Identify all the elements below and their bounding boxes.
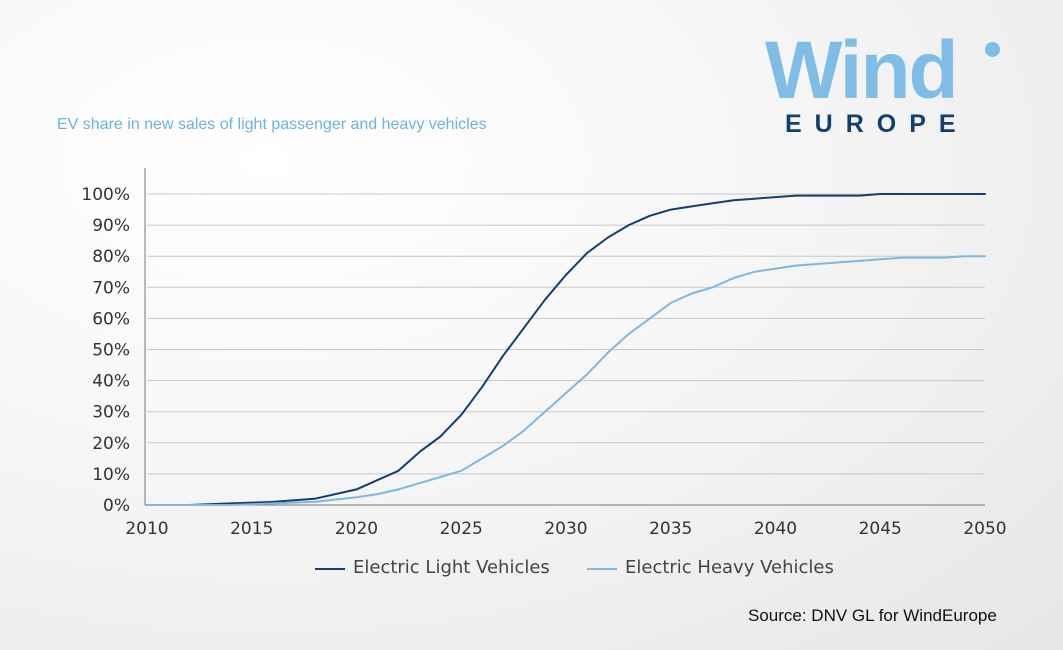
source-note: Source: DNV GL for WindEurope — [748, 606, 997, 625]
logo-wordmark: Wind — [765, 25, 959, 116]
x-tick-label: 2025 — [440, 519, 483, 539]
x-tick-label: 2015 — [230, 519, 273, 539]
legend-swatch-heavy — [587, 568, 617, 570]
y-tick-label: 10% — [92, 465, 130, 485]
x-tick-label: 2030 — [544, 519, 587, 539]
y-tick-label: 0% — [103, 496, 130, 516]
y-tick-label: 80% — [92, 247, 130, 267]
chart-subtitle: EV share in new sales of light passenger… — [57, 116, 487, 133]
y-tick-label: 100% — [81, 185, 130, 205]
x-tick-label: 2010 — [125, 519, 168, 539]
y-tick-label: 30% — [92, 403, 130, 423]
logo-subtitle: EUROPE — [785, 110, 969, 138]
x-tick-label: 2035 — [649, 519, 692, 539]
logo-dot-icon — [985, 42, 1000, 57]
y-tick-label: 70% — [92, 278, 130, 298]
windeurope-logo: Wind EUROPE — [765, 30, 1005, 140]
y-tick-label: 50% — [92, 341, 130, 361]
legend-swatch-light — [315, 568, 345, 570]
legend-label-heavy: Electric Heavy Vehicles — [625, 557, 834, 578]
series-line-heavy-vehicles — [146, 255, 986, 506]
y-tick-label: 90% — [92, 216, 130, 236]
y-tick-label: 40% — [92, 372, 130, 392]
x-tick-label: 2020 — [335, 519, 378, 539]
y-tick-label: 60% — [92, 309, 130, 329]
y-tick-label: 20% — [92, 434, 130, 454]
x-tick-label: 2050 — [963, 519, 1006, 539]
legend-label-light: Electric Light Vehicles — [353, 557, 550, 578]
x-tick-label: 2040 — [754, 519, 797, 539]
x-tick-label: 2045 — [859, 519, 902, 539]
series-line-light-vehicles — [146, 193, 986, 506]
